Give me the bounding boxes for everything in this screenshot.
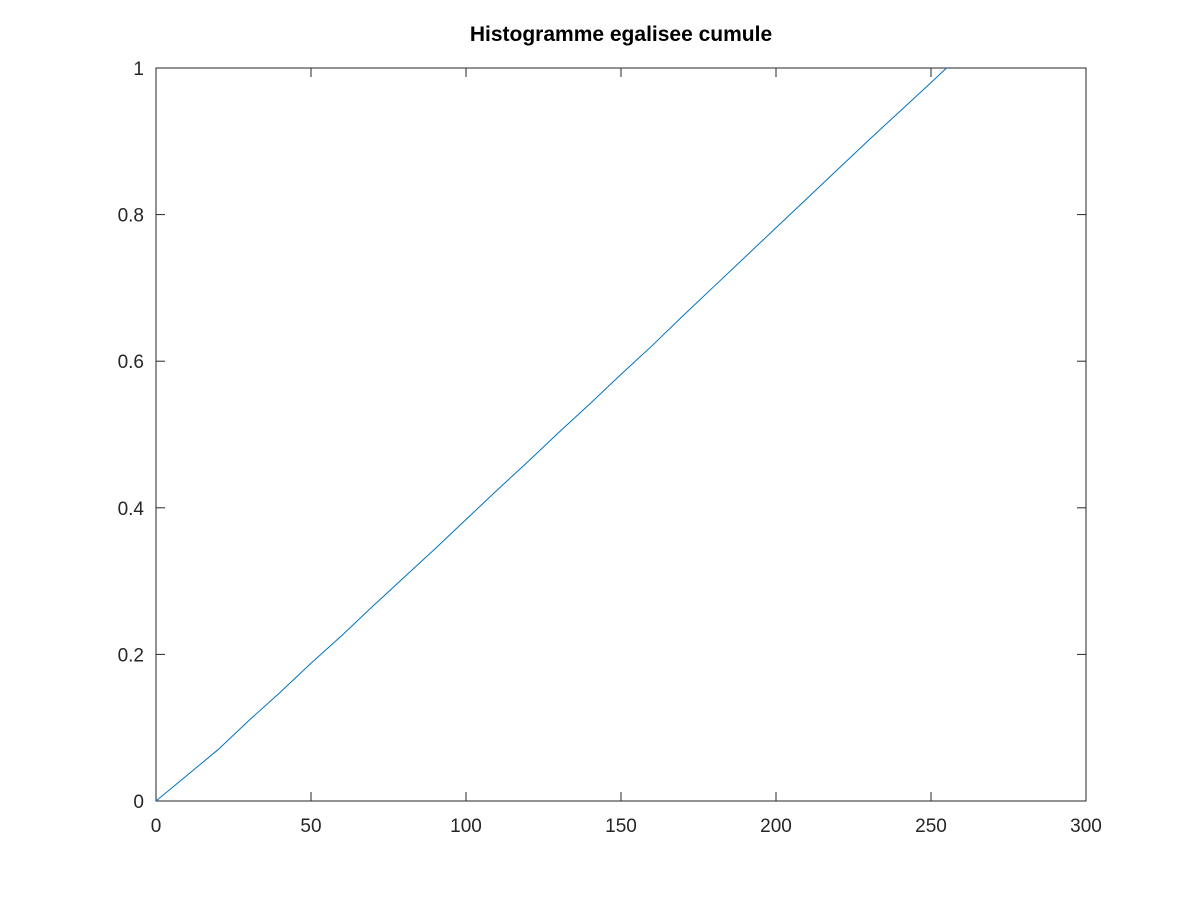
y-tick-label: 0.6 bbox=[118, 352, 144, 373]
axis-ticks bbox=[155, 67, 1087, 802]
y-tick-label: 0.4 bbox=[118, 499, 145, 520]
x-tick-label: 0 bbox=[151, 816, 162, 837]
series-group bbox=[155, 67, 947, 802]
x-tick-label: 200 bbox=[760, 816, 792, 837]
x-tick-label: 150 bbox=[605, 816, 637, 837]
x-tick-label: 250 bbox=[915, 816, 947, 837]
y-tick-label: 0.8 bbox=[118, 206, 144, 227]
axis-tick-labels: 0 50 100 150 200 250 300 0 0.2 0.4 0.6 0.8 1 bbox=[118, 59, 1102, 837]
y-tick-label: 0 bbox=[133, 792, 144, 813]
y-tick-label: 0.2 bbox=[118, 645, 144, 666]
series-line bbox=[155, 67, 947, 802]
chart-title: Histogramme egalisee cumule bbox=[470, 23, 772, 46]
y-tick-label: 1 bbox=[133, 59, 144, 80]
x-tick-label: 300 bbox=[1070, 816, 1102, 837]
x-tick-label: 50 bbox=[300, 816, 321, 837]
x-tick-label: 100 bbox=[450, 816, 482, 837]
